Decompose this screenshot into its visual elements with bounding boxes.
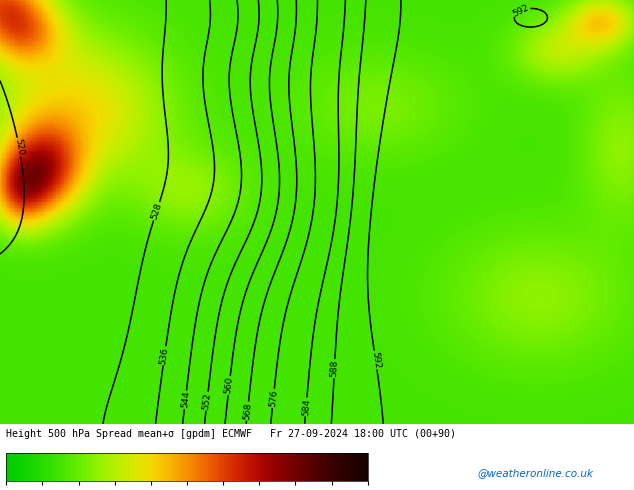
Text: 588: 588 <box>330 360 339 377</box>
Text: 592: 592 <box>370 351 381 369</box>
Text: 592: 592 <box>512 2 531 18</box>
Text: 528: 528 <box>150 202 164 221</box>
Text: Height 500 hPa Spread mean+σ [gpdm] ECMWF   Fr 27-09-2024 18:00 UTC (00+90): Height 500 hPa Spread mean+σ [gpdm] ECMW… <box>6 429 456 440</box>
Text: 568: 568 <box>242 402 253 420</box>
Text: 544: 544 <box>180 391 191 409</box>
Text: 552: 552 <box>202 392 212 410</box>
Text: 536: 536 <box>159 346 170 365</box>
Text: 520: 520 <box>13 138 25 156</box>
Text: 560: 560 <box>224 376 235 394</box>
Text: 576: 576 <box>268 389 279 407</box>
Text: 584: 584 <box>301 398 311 416</box>
Text: @weatheronline.co.uk: @weatheronline.co.uk <box>478 468 593 478</box>
